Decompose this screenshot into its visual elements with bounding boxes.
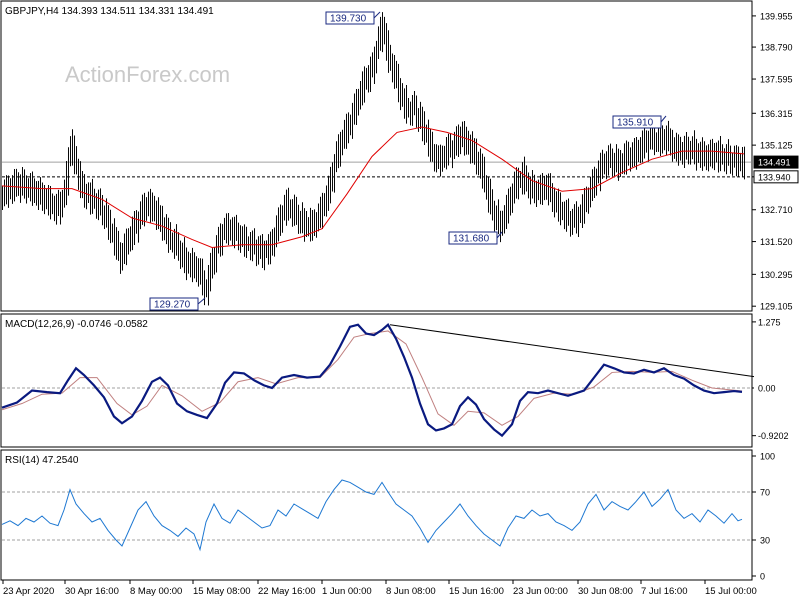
svg-text:0.00: 0.00 xyxy=(758,383,776,393)
svg-text:135.910: 135.910 xyxy=(617,118,654,129)
time-tick-label: 15 Jul 00:00 xyxy=(705,586,757,597)
macd-line xyxy=(1,323,743,438)
price-tick-label: 135.125 xyxy=(760,141,793,151)
macd-panel[interactable] xyxy=(0,313,753,448)
price-tags: 134.491 133.940 xyxy=(753,155,799,184)
macd-panel-title: MACD(12,26,9) -0.0746 -0.0582 xyxy=(5,319,148,330)
time-tick-label: 22 May 16:00 xyxy=(258,586,316,597)
price-tick-label: 139.955 xyxy=(760,11,793,21)
price-panel-title: GBPJPY,H4 134.393 134.511 134.331 134.49… xyxy=(5,6,214,17)
svg-text:131.680: 131.680 xyxy=(453,234,490,245)
rsi-panel[interactable] xyxy=(0,449,753,581)
current-price-tag: 134.491 xyxy=(753,155,799,169)
svg-text:129.270: 129.270 xyxy=(154,300,191,311)
moving-average-line xyxy=(1,126,745,248)
support-price-tag: 133.940 xyxy=(753,170,799,184)
time-tick-label: 8 May 00:00 xyxy=(130,586,182,597)
price-tick-label: 129.105 xyxy=(760,302,793,312)
price-annotation: 135.910 xyxy=(612,115,667,129)
rsi-line xyxy=(1,479,743,552)
time-tick-label: 7 Jul 16:00 xyxy=(641,586,687,597)
time-axis: 23 Apr 2020 30 Apr 16:00 8 May 00:00 15 May… xyxy=(2,580,757,597)
price-annotation: 139.730 xyxy=(325,11,381,25)
price-tick-label: 131.520 xyxy=(760,237,793,247)
price-candles xyxy=(2,12,745,306)
time-tick-label: 30 Jun 08:00 xyxy=(578,586,633,597)
rsi-panel-title: RSI(14) 47.2540 xyxy=(5,455,79,466)
price-annotations: 139.730 135.910 131.680 129.270 xyxy=(149,11,667,311)
price-annotation: 131.680 xyxy=(448,231,503,245)
price-tick-label: 138.790 xyxy=(760,43,793,53)
rsi-tick-label: 0 xyxy=(760,572,765,582)
time-tick-label: 30 Apr 16:00 xyxy=(65,586,119,597)
macd-tick-label: -0.9202 xyxy=(758,431,789,441)
price-tick-label: 137.595 xyxy=(760,75,793,85)
time-tick-label: 15 May 08:00 xyxy=(193,586,251,597)
time-tick-label: 15 Jun 16:00 xyxy=(449,586,504,597)
rsi-tick-label: 100 xyxy=(760,452,775,462)
macd-zero-tag: 0.00 xyxy=(754,381,784,394)
time-tick-label: 23 Jun 00:00 xyxy=(513,586,568,597)
price-tick-label: 130.295 xyxy=(760,270,793,280)
rsi-tick-label: 30 xyxy=(760,536,770,546)
price-annotation: 129.270 xyxy=(149,297,206,311)
time-tick-label: 23 Apr 2020 xyxy=(3,586,54,597)
svg-text:133.940: 133.940 xyxy=(758,172,791,182)
price-tick-label: 132.710 xyxy=(760,205,793,215)
rsi-tick-label: 70 xyxy=(760,488,770,498)
macd-trendline xyxy=(389,324,755,378)
time-tick-label: 1 Jun 00:00 xyxy=(322,586,372,597)
price-tick-label: 136.315 xyxy=(760,109,793,119)
macd-tick-label: 1.275 xyxy=(758,317,781,327)
watermark: ActionForex.com xyxy=(65,62,230,87)
panel-frames xyxy=(0,0,753,581)
svg-text:139.730: 139.730 xyxy=(330,14,367,25)
time-tick-label: 8 Jun 08:00 xyxy=(386,586,436,597)
svg-text:134.491: 134.491 xyxy=(758,158,791,168)
rsi-axis: 100 70 30 0 xyxy=(2,452,775,582)
